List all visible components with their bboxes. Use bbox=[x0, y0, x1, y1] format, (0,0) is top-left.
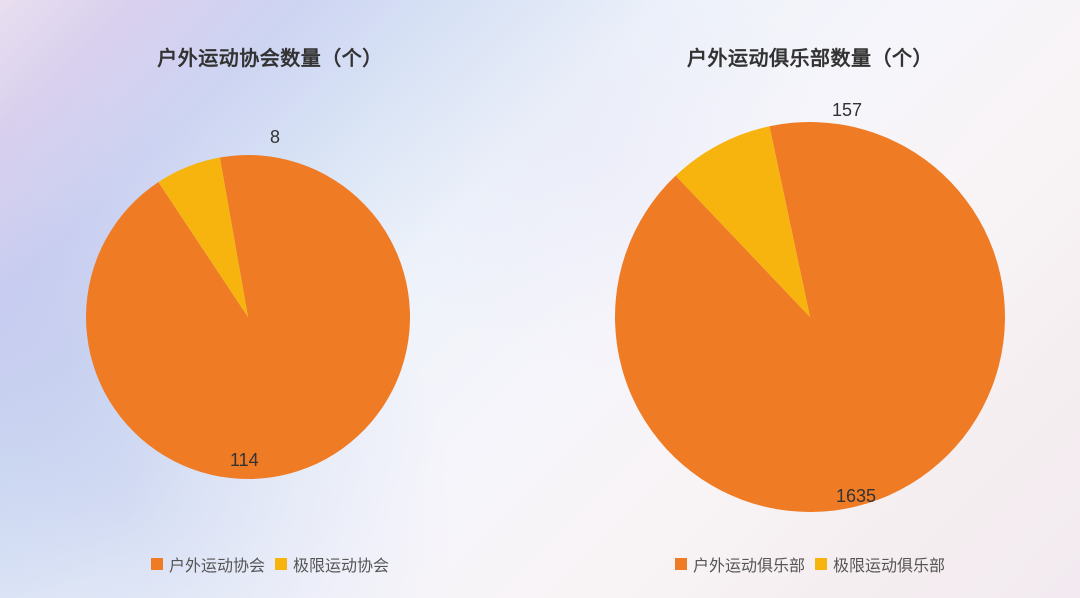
legend-swatch bbox=[675, 558, 687, 570]
chart-title: 户外运动俱乐部数量（个） bbox=[540, 42, 1080, 71]
legend-label: 户外运动协会 bbox=[169, 552, 265, 576]
pie-svg bbox=[615, 122, 1005, 512]
slice-value-label: 8 bbox=[270, 127, 280, 148]
legend-item: 户外运动协会 bbox=[151, 552, 265, 576]
legend-swatch bbox=[275, 558, 287, 570]
legend-swatch bbox=[151, 558, 163, 570]
slice-value-label: 157 bbox=[832, 100, 862, 121]
legend-item: 户外运动俱乐部 bbox=[675, 552, 805, 576]
pie-clubs bbox=[615, 122, 1005, 512]
charts-row: 户外运动协会数量（个） 8 114 户外运动协会 极限运动协会 户外运动俱乐部数… bbox=[0, 0, 1080, 598]
legend-swatch bbox=[815, 558, 827, 570]
pie-svg bbox=[86, 155, 410, 479]
legend-label: 户外运动俱乐部 bbox=[693, 552, 805, 576]
chart-panel-associations: 户外运动协会数量（个） 8 114 户外运动协会 极限运动协会 bbox=[0, 0, 540, 598]
pie-associations bbox=[86, 155, 410, 479]
slice-value-label: 1635 bbox=[836, 486, 876, 507]
legend-label: 极限运动俱乐部 bbox=[833, 552, 945, 576]
legend-item: 极限运动俱乐部 bbox=[815, 552, 945, 576]
slice-value-label: 114 bbox=[230, 450, 259, 471]
legend-label: 极限运动协会 bbox=[293, 552, 389, 576]
chart-legend: 户外运动协会 极限运动协会 bbox=[0, 552, 540, 576]
chart-legend: 户外运动俱乐部 极限运动俱乐部 bbox=[540, 552, 1080, 576]
chart-title: 户外运动协会数量（个） bbox=[0, 42, 540, 71]
chart-panel-clubs: 户外运动俱乐部数量（个） 157 1635 户外运动俱乐部 极限运动俱乐部 bbox=[540, 0, 1080, 598]
legend-item: 极限运动协会 bbox=[275, 552, 389, 576]
